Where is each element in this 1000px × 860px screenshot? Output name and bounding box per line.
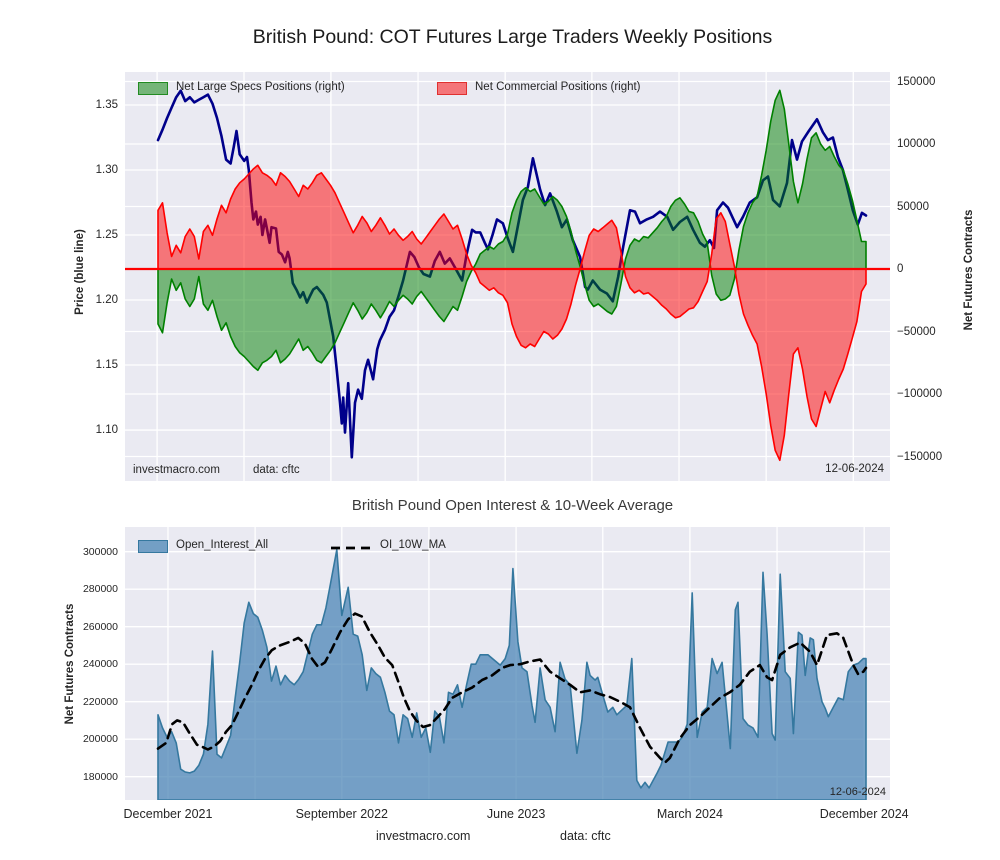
legend-swatch-net-specs (138, 82, 168, 95)
x-tick-label: June 2023 (486, 807, 546, 821)
y-tick-label: 0 (897, 263, 904, 275)
y-tick-label: 100000 (897, 138, 936, 150)
legend-swatch-net-commercial (437, 82, 467, 95)
legend-label-net-commercial: Net Commercial Positions (right) (475, 81, 641, 93)
bottom-chart-title: British Pound Open Interest & 10-Week Av… (351, 497, 674, 514)
y-tick-label: 1.15 (95, 359, 118, 372)
y-tick-label: 260000 (82, 620, 118, 633)
y-tick-label: 240000 (82, 658, 118, 671)
x-tick-label: December 2024 (819, 807, 909, 821)
x-tick-label: March 2024 (656, 807, 723, 821)
legend-label-net-specs: Net Large Specs Positions (right) (176, 81, 345, 93)
y-tick-label: −150000 (897, 450, 943, 463)
legend-swatch-open-interest (138, 540, 168, 553)
y-tick-label: 1.35 (95, 99, 118, 112)
y-tick-label: −100000 (897, 388, 943, 400)
y-tick-label: 280000 (82, 583, 118, 596)
open_interest-area (157, 549, 867, 800)
bottom-chart-plot-area (125, 527, 890, 800)
legend-label-oi-ma: OI_10W_MA (380, 539, 446, 551)
figure-title: British Pound: COT Futures Large Traders… (252, 26, 773, 48)
legend-dash-sample-oi-ma (331, 546, 371, 550)
legend-label-open-interest: Open_Interest_All (176, 539, 269, 551)
x-tick-label: September 2022 (295, 807, 389, 821)
bottom-date-annotation: 12-06-2024 (829, 786, 886, 798)
y-tick-label: 50000 (897, 200, 929, 213)
y-tick-label: 1.20 (95, 294, 118, 307)
top-data-note-annotation: data: cftc (253, 464, 300, 476)
top-chart-plot-area (125, 72, 890, 481)
y-tick-label: 1.30 (95, 164, 118, 177)
top-source-annotation: investmacro.com (133, 464, 220, 476)
y-tick-label: −50000 (897, 325, 936, 338)
net_commercial-area (157, 164, 867, 462)
y-tick-label: 150000 (897, 75, 936, 88)
y-tick-label: 180000 (82, 770, 118, 783)
y-tick-label: 220000 (82, 695, 118, 708)
y-tick-label: 1.25 (95, 229, 118, 242)
oi_10w_ma-line (156, 612, 868, 764)
footer-data-note: data: cftc (560, 829, 611, 843)
top-date-annotation: 12-06-2024 (825, 463, 884, 475)
x-tick-label: December 2021 (123, 807, 213, 821)
top-right-axis-label: Net Futures Contracts (963, 209, 975, 331)
net_specs-area (157, 89, 867, 372)
y-tick-label: 1.10 (95, 424, 118, 437)
footer-source: investmacro.com (376, 829, 471, 843)
y-tick-label: 200000 (82, 733, 118, 746)
y-tick-label: 300000 (82, 545, 118, 558)
